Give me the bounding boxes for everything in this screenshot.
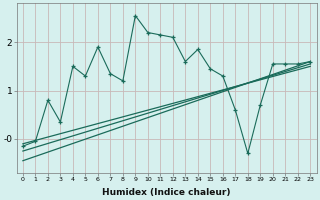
X-axis label: Humidex (Indice chaleur): Humidex (Indice chaleur): [102, 188, 231, 197]
